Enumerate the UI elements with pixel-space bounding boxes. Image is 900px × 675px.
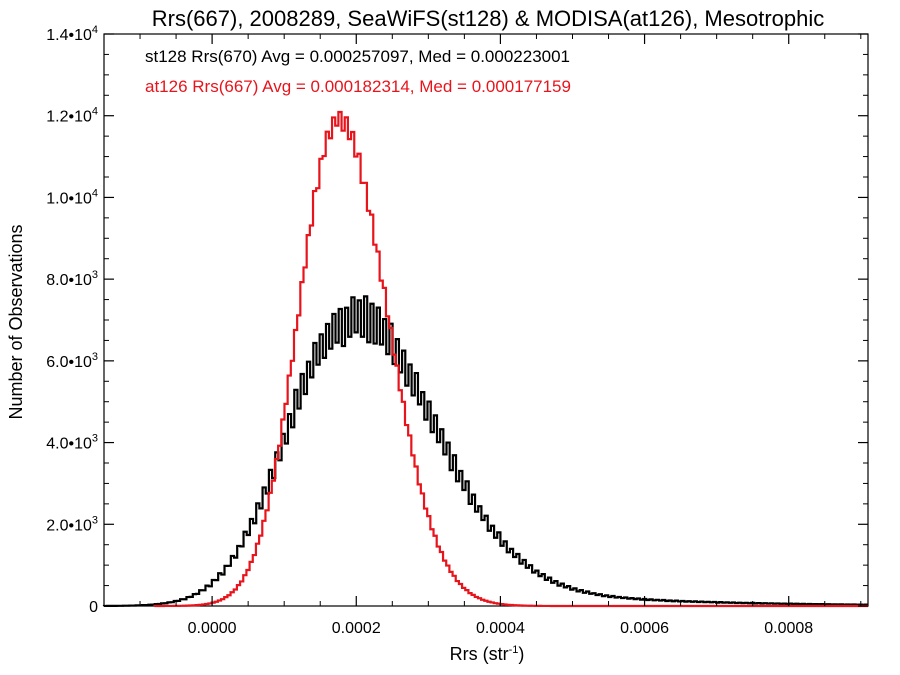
- plot-frame: [103, 33, 869, 607]
- y-tick-label: 0: [89, 599, 98, 616]
- x-tick-label: 0.0000: [188, 620, 237, 637]
- x-tick-label: 0.0008: [764, 620, 813, 637]
- y-tick-label: 1.0•104: [46, 187, 98, 207]
- y-tick-label: 1.4•104: [46, 24, 98, 44]
- y-axis-label: Number of Observations: [6, 224, 26, 419]
- y-tick-label: 6.0•103: [46, 351, 98, 371]
- x-axis-label-exponent: -1: [509, 644, 519, 656]
- histogram-series-st128: [102, 295, 868, 608]
- x-axis-label-suffix: ): [518, 644, 524, 664]
- series-layer: [102, 110, 868, 608]
- legend-entry-st128: st128 Rrs(670) Avg = 0.000257097, Med = …: [145, 47, 570, 66]
- y-tick-label: 2.0•103: [46, 514, 98, 534]
- x-tick-label: 0.0004: [476, 620, 525, 637]
- legend-entry-at126: at126 Rrs(667) Avg = 0.000182314, Med = …: [145, 77, 571, 96]
- tick-layer: 0.0000 0.0002 0.0004 0.0006 0.0008 0 2.0•103 4.…: [46, 24, 868, 637]
- x-tick-label: 0.0002: [332, 620, 381, 637]
- y-tick-label: 1.2•104: [46, 106, 98, 126]
- histogram-series-at126: [153, 110, 868, 608]
- chart-title: Rrs(667), 2008289, SeaWiFS(st128) & MODI…: [152, 6, 825, 31]
- x-tick-label: 0.0006: [620, 620, 669, 637]
- x-axis-label: Rrs (str-1): [450, 644, 525, 664]
- plot-area: 0.0000 0.0002 0.0004 0.0006 0.0008 0 2.0•103 4.…: [46, 24, 869, 637]
- y-tick-label: 4.0•103: [46, 433, 98, 453]
- x-axis-label-main: Rrs (str: [450, 644, 509, 664]
- y-tick-label: 8.0•103: [46, 269, 98, 289]
